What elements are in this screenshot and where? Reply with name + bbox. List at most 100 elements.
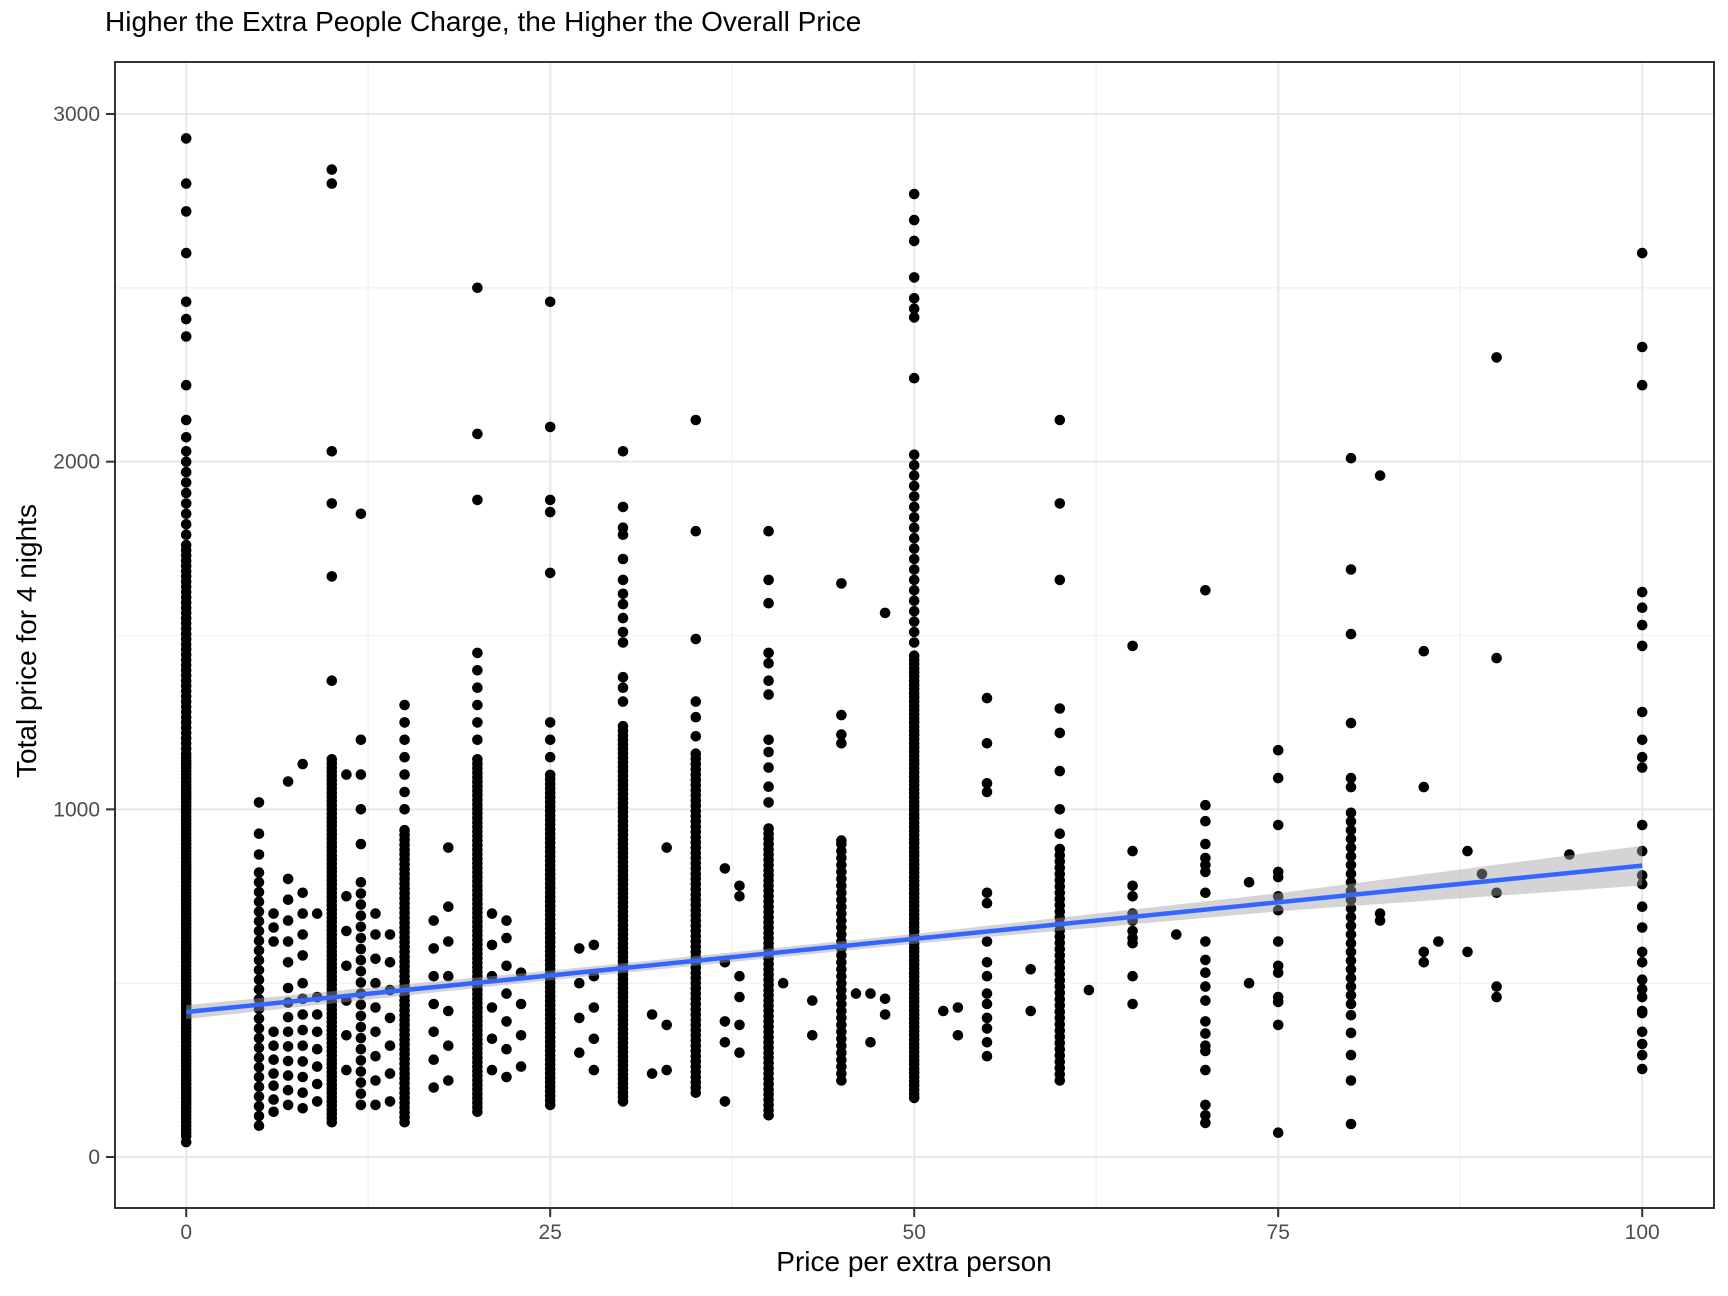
data-point xyxy=(180,206,192,217)
data-point xyxy=(472,682,483,693)
data-point xyxy=(981,988,993,999)
data-point xyxy=(282,1055,294,1067)
data-point xyxy=(908,293,920,304)
data-point xyxy=(1433,936,1444,947)
data-point xyxy=(1491,352,1502,363)
data-point xyxy=(355,1077,367,1088)
data-point xyxy=(355,921,367,933)
data-point xyxy=(1127,970,1138,982)
data-point xyxy=(428,970,440,982)
data-point xyxy=(1345,859,1357,871)
data-point xyxy=(908,272,920,283)
data-point xyxy=(617,671,629,683)
data-point xyxy=(544,421,556,433)
data-point xyxy=(1345,824,1357,836)
data-point xyxy=(399,699,410,711)
data-point xyxy=(297,1009,309,1020)
data-point xyxy=(1345,851,1357,862)
data-point xyxy=(1345,1118,1357,1130)
data-point xyxy=(719,863,731,874)
data-point xyxy=(908,512,920,523)
data-point xyxy=(1054,765,1066,777)
data-point xyxy=(341,1064,352,1076)
data-point xyxy=(836,738,847,749)
data-point xyxy=(326,571,338,582)
data-point xyxy=(981,1012,993,1024)
data-point xyxy=(180,379,192,391)
data-point xyxy=(981,1023,993,1034)
data-point xyxy=(1054,574,1066,586)
data-point xyxy=(1345,807,1357,819)
data-point xyxy=(617,501,629,513)
data-point xyxy=(370,953,381,965)
data-point xyxy=(282,957,294,968)
data-point xyxy=(908,372,920,384)
data-point xyxy=(501,988,512,999)
data-point xyxy=(908,595,920,606)
data-point xyxy=(370,1026,381,1038)
data-point xyxy=(355,734,367,746)
data-point xyxy=(690,731,702,742)
data-point xyxy=(1127,998,1138,1010)
data-point xyxy=(763,734,774,746)
data-point xyxy=(1127,880,1138,892)
data-point xyxy=(1636,819,1648,831)
data-point xyxy=(268,1054,279,1065)
data-point xyxy=(763,689,774,700)
data-point xyxy=(355,804,367,815)
data-point xyxy=(1345,452,1357,464)
data-point xyxy=(180,456,192,468)
data-point xyxy=(1200,1117,1211,1129)
data-point xyxy=(326,754,338,765)
data-point xyxy=(180,446,192,457)
data-point xyxy=(384,929,396,940)
data-point xyxy=(661,1019,672,1031)
data-point xyxy=(763,658,774,669)
data-point xyxy=(1200,799,1211,811)
data-point xyxy=(1491,887,1502,899)
data-point xyxy=(1200,954,1211,966)
data-point xyxy=(1200,981,1211,992)
data-point xyxy=(908,553,920,565)
data-point xyxy=(661,842,672,853)
y-tick-label: 2000 xyxy=(53,451,100,474)
data-point xyxy=(1636,1005,1648,1017)
chart-title: Higher the Extra People Charge, the High… xyxy=(105,6,862,37)
data-point xyxy=(646,1009,658,1020)
data-point xyxy=(908,543,920,554)
data-point xyxy=(1200,852,1211,864)
data-point xyxy=(311,1078,323,1090)
data-point xyxy=(282,936,294,947)
data-point xyxy=(865,1037,876,1048)
data-point xyxy=(355,508,367,520)
data-point xyxy=(1345,964,1357,975)
data-point xyxy=(1345,937,1357,949)
data-point xyxy=(1345,990,1357,1001)
data-point xyxy=(734,1047,745,1058)
data-point xyxy=(719,1037,731,1048)
data-point xyxy=(253,1120,265,1131)
data-point xyxy=(384,1040,396,1051)
data-point xyxy=(1025,964,1036,975)
data-point xyxy=(617,446,629,457)
data-point xyxy=(355,977,367,988)
data-point xyxy=(443,970,454,982)
data-point xyxy=(981,778,993,789)
data-point xyxy=(253,896,265,908)
data-point xyxy=(908,501,920,513)
data-point xyxy=(472,282,483,294)
data-point xyxy=(355,877,367,888)
data-point xyxy=(1345,868,1357,879)
data-point xyxy=(428,1054,440,1065)
x-tick-label: 50 xyxy=(903,1221,926,1244)
trend-line xyxy=(185,863,1643,1015)
data-point xyxy=(1272,891,1284,902)
data-point xyxy=(341,960,352,972)
data-point xyxy=(1418,957,1430,968)
data-point xyxy=(544,567,556,579)
data-point xyxy=(1636,1038,1648,1050)
data-point xyxy=(1243,977,1255,989)
data-point xyxy=(253,1100,265,1112)
data-point xyxy=(763,675,774,686)
data-point xyxy=(253,1032,265,1044)
